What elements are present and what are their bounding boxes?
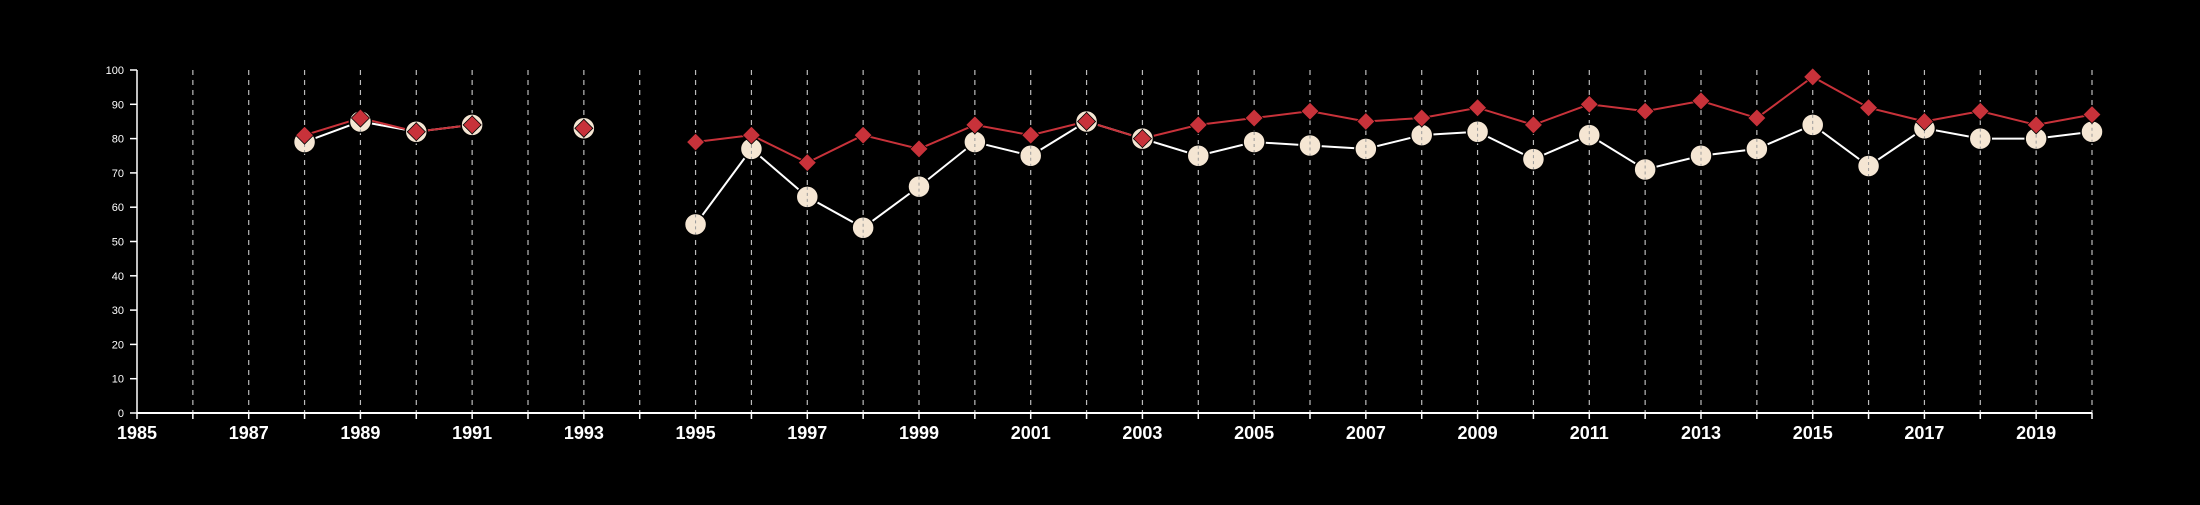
data-point-diamond bbox=[853, 125, 873, 145]
x-tick-label: 1987 bbox=[229, 423, 269, 443]
x-tick-label: 1993 bbox=[564, 423, 604, 443]
y-tick-label: 10 bbox=[112, 374, 124, 386]
data-point-diamond bbox=[1691, 91, 1711, 111]
series-line bbox=[694, 120, 2093, 229]
data-point-diamond bbox=[1747, 108, 1767, 128]
data-point-diamond bbox=[1412, 108, 1432, 128]
x-tick-label: 1999 bbox=[899, 423, 939, 443]
data-point-diamond bbox=[1523, 115, 1543, 135]
data-point-circle bbox=[1856, 154, 1881, 178]
x-tick-label: 2013 bbox=[1681, 423, 1721, 443]
data-point-circle bbox=[1186, 144, 1211, 168]
axes: 0 10 20 30 40 50 60 70 80 90 100 1985 1987 1989 1991 19… bbox=[106, 65, 2093, 443]
data-point-diamond bbox=[2026, 115, 2046, 135]
data-point-circle bbox=[1242, 130, 1266, 154]
data-point-circle bbox=[1577, 123, 1602, 147]
x-tick-label: 2019 bbox=[2016, 423, 2056, 443]
data-point-circle bbox=[1800, 113, 1825, 137]
data-point-circle bbox=[1018, 144, 1043, 168]
data-point-circle bbox=[907, 174, 931, 199]
data-point-diamond bbox=[406, 122, 426, 142]
x-tick-label: 2015 bbox=[1793, 423, 1833, 443]
data-point-circle bbox=[1354, 137, 1378, 161]
data-point-diamond bbox=[1914, 111, 1934, 132]
data-point-diamond bbox=[1356, 111, 1376, 132]
data-point-diamond bbox=[1300, 101, 1320, 121]
data-point-diamond bbox=[741, 125, 761, 145]
data-point-diamond bbox=[1188, 115, 1208, 135]
x-tick-label: 1989 bbox=[340, 423, 380, 443]
data-point-circle bbox=[1689, 144, 1713, 168]
data-point-diamond bbox=[1244, 108, 1264, 128]
y-tick-label: 90 bbox=[112, 99, 124, 111]
data-point-diamond bbox=[909, 139, 929, 159]
series-line bbox=[304, 116, 473, 137]
data-point-diamond bbox=[1579, 94, 1599, 114]
y-tick-label: 20 bbox=[112, 339, 124, 351]
data-point-diamond bbox=[797, 153, 817, 173]
data-point-circle bbox=[795, 185, 820, 209]
data-point-circle bbox=[1968, 126, 1993, 151]
data-point-diamond bbox=[1468, 98, 1488, 118]
y-tick-label: 80 bbox=[112, 134, 124, 146]
data-point-circle bbox=[1465, 119, 1490, 144]
x-tick-label: 2017 bbox=[1904, 423, 1944, 443]
data-point-circle bbox=[1745, 137, 1769, 161]
data-point-diamond bbox=[1021, 125, 1041, 145]
data-point-circle bbox=[1633, 157, 1657, 182]
data-point-diamond bbox=[462, 115, 482, 135]
x-tick-label: 1991 bbox=[452, 423, 492, 443]
series-layer bbox=[292, 67, 2104, 240]
x-tick-label: 2011 bbox=[1570, 423, 1609, 443]
data-point-diamond bbox=[1803, 67, 1823, 87]
data-point-circle bbox=[683, 212, 708, 237]
grid bbox=[192, 70, 2093, 413]
data-point-diamond bbox=[1132, 129, 1152, 149]
y-tick-label: 0 bbox=[118, 408, 124, 420]
data-point-diamond bbox=[1859, 98, 1879, 118]
x-tick-label: 1995 bbox=[676, 423, 716, 443]
data-point-diamond bbox=[574, 118, 594, 138]
data-point-circle bbox=[851, 216, 875, 240]
x-tick-label: 2009 bbox=[1458, 423, 1498, 443]
data-point-diamond bbox=[686, 132, 706, 152]
series-line bbox=[695, 75, 2093, 164]
x-tick-label: 1985 bbox=[117, 423, 157, 443]
data-point-diamond bbox=[1635, 101, 1655, 121]
x-tick-label: 1997 bbox=[787, 423, 827, 443]
y-tick-label: 40 bbox=[112, 271, 124, 283]
data-point-diamond bbox=[2082, 105, 2102, 125]
y-tick-label: 100 bbox=[106, 65, 124, 77]
x-tick-label: 2003 bbox=[1122, 423, 1162, 443]
data-point-diamond bbox=[350, 108, 370, 128]
data-point-circle bbox=[1298, 133, 1322, 158]
data-point-diamond bbox=[295, 125, 315, 145]
x-tick-label: 2001 bbox=[1011, 423, 1051, 443]
data-point-circle bbox=[1521, 147, 1546, 171]
x-tick-label: 2005 bbox=[1234, 423, 1274, 443]
x-tick-label: 2007 bbox=[1346, 423, 1386, 443]
y-tick-label: 30 bbox=[112, 305, 124, 317]
data-point-diamond bbox=[1970, 101, 1990, 121]
y-tick-label: 50 bbox=[112, 237, 124, 249]
data-point-diamond bbox=[965, 115, 985, 135]
y-tick-label: 70 bbox=[112, 168, 124, 180]
y-tick-label: 60 bbox=[112, 202, 124, 214]
data-point-diamond bbox=[1077, 111, 1097, 132]
